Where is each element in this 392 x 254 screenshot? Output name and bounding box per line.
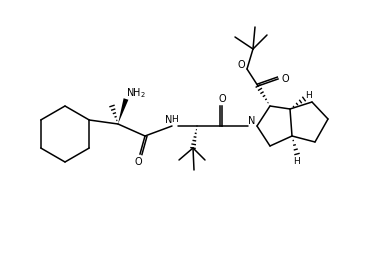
Text: N: N bbox=[165, 115, 173, 124]
Text: H: H bbox=[306, 91, 312, 100]
Text: O: O bbox=[237, 60, 245, 70]
Text: H: H bbox=[294, 156, 300, 165]
Polygon shape bbox=[118, 99, 129, 124]
Text: N: N bbox=[248, 116, 256, 125]
Text: O: O bbox=[218, 94, 226, 104]
Text: O: O bbox=[281, 74, 289, 84]
Text: NH$_2$: NH$_2$ bbox=[126, 86, 146, 100]
Text: H: H bbox=[171, 115, 177, 124]
Text: O: O bbox=[134, 156, 142, 166]
